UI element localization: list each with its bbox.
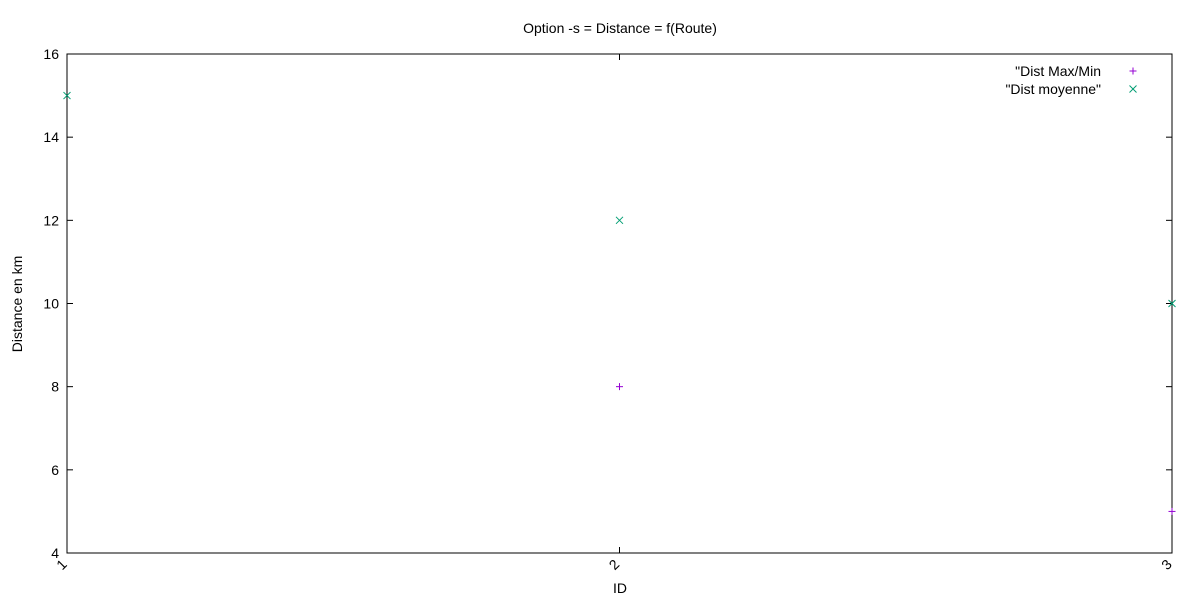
y-tick-label: 4 [51, 545, 59, 561]
data-point-series-1 [1168, 507, 1176, 515]
data-points [63, 91, 1176, 515]
data-point-series-2 [63, 91, 71, 100]
y-tick-label: 12 [43, 212, 59, 228]
plot-area-border [66, 53, 1173, 554]
legend: "Dist Max/Min "Dist moyenne" [1005, 63, 1137, 97]
legend-label-series-1: "Dist Max/Min [1015, 63, 1101, 79]
data-point-series-1 [616, 383, 623, 391]
data-point-series-2 [1168, 299, 1176, 308]
y-tick-label: 10 [43, 296, 59, 312]
x-tick-label: 3 [1158, 556, 1175, 573]
y-axis-label: Distance en km [9, 256, 25, 352]
x-tick-label: 2 [606, 556, 623, 573]
data-point-series-2 [615, 216, 624, 225]
chart-title: Option -s = Distance = f(Route) [523, 20, 717, 36]
x-tick-label: 1 [53, 556, 70, 573]
y-tick-label: 16 [43, 46, 59, 62]
legend-label-series-2: "Dist moyenne" [1005, 81, 1101, 97]
legend-marker-series-2 [1129, 85, 1137, 93]
y-tick-label: 6 [51, 462, 59, 478]
y-tick-label: 8 [51, 379, 59, 395]
legend-marker-series-1 [1129, 67, 1137, 75]
x-axis-label: ID [613, 580, 627, 596]
y-tick-label: 14 [43, 129, 59, 145]
